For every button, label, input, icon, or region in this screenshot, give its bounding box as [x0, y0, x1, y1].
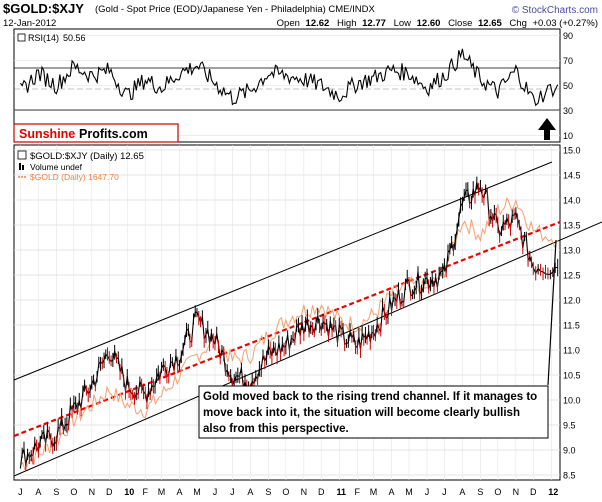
price-axis-label: 8.5: [563, 471, 576, 481]
rsi-label-name: RSI(14): [28, 33, 59, 43]
price-axis-label: 10.5: [563, 371, 581, 381]
price-axis-label: 12.5: [563, 271, 581, 281]
gold-usd-line: [20, 196, 559, 471]
chart-date: 12-Jan-2012: [3, 18, 56, 29]
low-value: 12.60: [417, 18, 441, 29]
annotation-pointer: [547, 239, 557, 386]
price-axis-label: 13.5: [563, 221, 581, 231]
price-axis-label: 15.0: [563, 146, 581, 156]
annotation-line-3: also from this perspective.: [203, 423, 349, 435]
channel-lower-line: [13, 221, 602, 477]
date-axis-label: M: [158, 487, 166, 497]
rsi-axis-label: 10: [563, 131, 573, 141]
date-axis-label: F: [143, 487, 149, 497]
logo-profits: Profits.com: [79, 127, 148, 141]
date-axis-label: J: [442, 487, 447, 497]
logo-sunshine: Sunshine: [19, 127, 75, 141]
rsi-line: [19, 48, 559, 107]
date-axis-label: O: [494, 487, 501, 497]
chg-label: Chg: [509, 18, 526, 29]
stockcharts-brand: © StockCharts.com: [512, 5, 598, 16]
chart-description: (Gold - Spot Price (EOD)/Japanese Yen - …: [95, 4, 376, 15]
date-axis-label: A: [389, 487, 395, 497]
date-axis-label: N: [89, 487, 96, 497]
rsi-label: RSI(14) 50.56: [17, 33, 86, 43]
annotation-line-2: move back into it, the situation will be…: [203, 407, 520, 419]
high-label: High: [337, 18, 357, 29]
price-legend: $GOLD:$XJY (Daily) 12.65 Volume undef $G…: [17, 150, 144, 182]
price-axis-label: 11.5: [563, 321, 580, 331]
open-value: 12.62: [306, 18, 330, 29]
date-axis-label: D: [318, 487, 325, 497]
price-axis-label: 13.0: [563, 246, 581, 256]
sunshine-profits-logo: Sunshine Profits.com: [13, 123, 179, 143]
date-axis-label: N: [513, 487, 520, 497]
price-axis-label: 12.0: [563, 296, 581, 306]
date-axis-label: N: [301, 487, 308, 497]
date-axis-label: M: [193, 487, 201, 497]
ohlc-readout: Open 12.62 High 12.77 Low 12.60 Close 12…: [277, 18, 598, 29]
logo-frame: [13, 123, 179, 143]
date-axis-label: J: [230, 487, 235, 497]
date-axis-label: J: [213, 487, 218, 497]
date-axis-label: 11: [337, 487, 347, 497]
rsi-axis-label: 50: [563, 81, 573, 91]
price-axis-label: 10.0: [563, 396, 581, 406]
date-axis-label: J: [425, 487, 430, 497]
price-axis-label: 14.5: [563, 171, 581, 181]
date-axis-label: A: [177, 487, 183, 497]
date-axis-label: 10: [124, 487, 134, 497]
date-axis-label: F: [355, 487, 361, 497]
date-axis-label: A: [247, 487, 253, 497]
date-axis-label: A: [459, 487, 465, 497]
close-label: Close: [448, 18, 472, 29]
price-axis-labels: 15.0 14.5 14.0 13.5 13.0 12.5 12.0 11.5 11.0 10.5…: [563, 146, 581, 481]
rsi-label-icon: [17, 33, 26, 42]
legend-price: $GOLD:$XJY (Daily) 12.65: [30, 151, 144, 162]
date-axis-label: S: [53, 487, 59, 497]
chart-symbol: $GOLD:$XJY: [3, 1, 84, 16]
price-axis-label: 9.5: [563, 421, 576, 431]
close-value: 12.65: [478, 18, 502, 29]
date-axis-label: A: [35, 487, 41, 497]
date-axis-label: M: [405, 487, 413, 497]
date-axis-label: M: [370, 487, 378, 497]
annotation-frame: [198, 385, 549, 439]
price-axis-label: 11.0: [563, 346, 580, 356]
high-value: 12.77: [362, 18, 386, 29]
annotation-box: Gold moved back to the rising trend chan…: [198, 239, 557, 439]
date-axis-label: S: [477, 487, 483, 497]
open-label: Open: [277, 18, 300, 29]
low-label: Low: [394, 18, 412, 29]
svg-text:RSI(14)50.56: RSI(14) 50.56: [28, 33, 86, 43]
date-axis-label: S: [265, 487, 271, 497]
date-axis-label: 12: [548, 487, 558, 497]
date-axis-label: J: [18, 487, 23, 497]
rsi-axis-label: 70: [563, 56, 573, 66]
price-axis-label: 9.0: [563, 446, 576, 456]
date-axis-label: D: [106, 487, 113, 497]
legend-volume: Volume undef: [30, 162, 83, 172]
price-axis-label: 14.0: [563, 196, 581, 206]
date-axis-label: D: [530, 487, 537, 497]
arrow-up-icon: [538, 118, 556, 140]
annotation-line-1: Gold moved back to the rising trend chan…: [203, 391, 537, 403]
legend-swatch-volume-2: [22, 165, 24, 170]
legend-swatch-price: [17, 150, 27, 160]
date-axis-label: O: [70, 487, 77, 497]
date-axis-labels: J A S O N D 10 F M A M J J A S O N D 11 F M A M J J A S O N D 12: [18, 487, 558, 497]
rsi-label-value: 50.56: [63, 33, 86, 43]
chg-value: +0.03 (+0.27%): [533, 18, 599, 29]
rsi-axis-label: 30: [563, 106, 573, 116]
legend-gold: $GOLD (Daily) 1647.70: [30, 172, 119, 182]
legend-swatch-volume: [19, 163, 21, 170]
rsi-axis-label: 90: [563, 31, 573, 41]
rsi-tick-labels: 90 70 50 30 10: [563, 31, 573, 141]
date-axis-label: O: [282, 487, 289, 497]
